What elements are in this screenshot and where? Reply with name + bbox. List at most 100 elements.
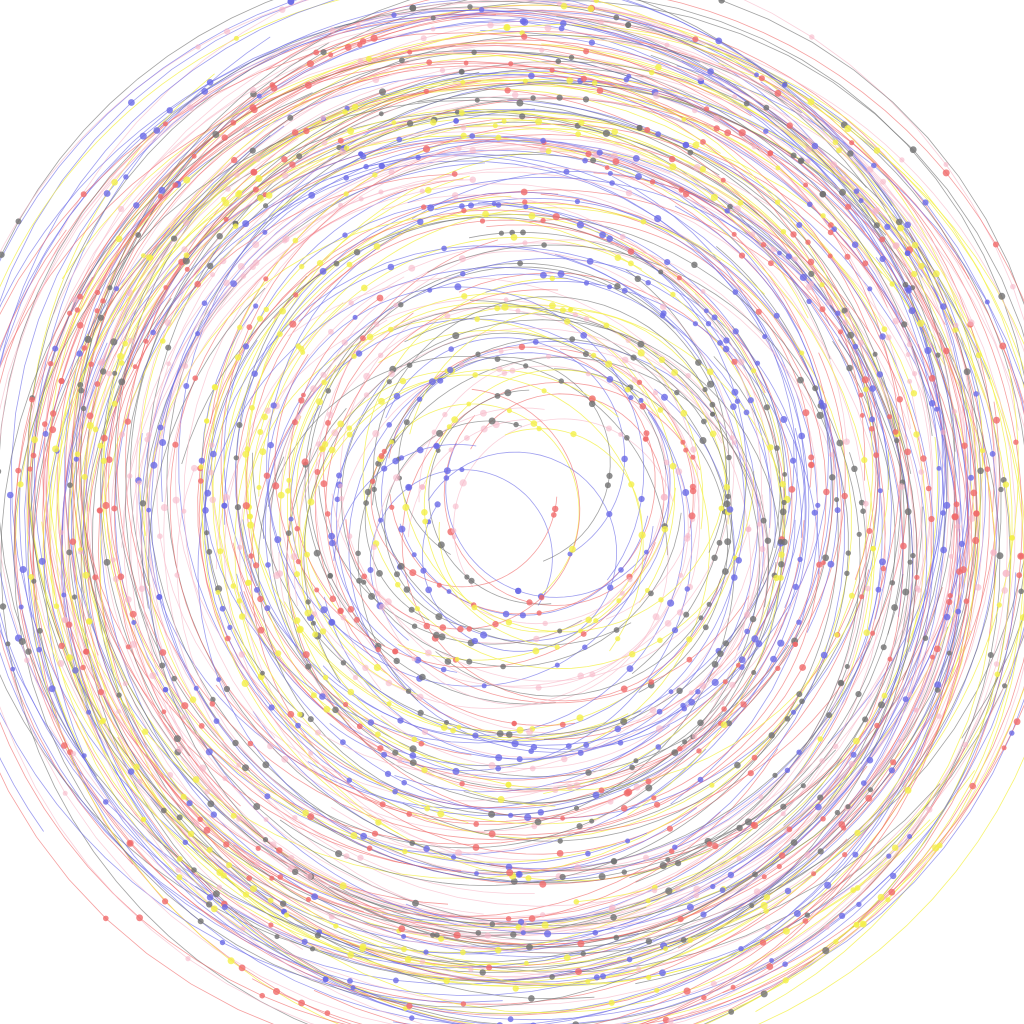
swirl-dot [346, 431, 353, 438]
swirl-dot [411, 736, 418, 743]
swirl-dot [143, 338, 149, 344]
swirl-dot [808, 280, 815, 286]
swirl-dot [968, 474, 974, 481]
swirl-dot [320, 371, 327, 378]
swirl-dot [691, 733, 698, 739]
swirl-dot [402, 848, 408, 855]
swirl-dot [122, 681, 128, 687]
swirl-dot [791, 709, 796, 715]
swirl-dot [213, 718, 220, 724]
swirl-dot [160, 338, 166, 344]
swirl-dot [116, 709, 122, 714]
swirl-dot [539, 594, 545, 601]
swirl-dot [232, 223, 239, 229]
swirl-dot [192, 375, 198, 382]
swirl-dot [495, 202, 502, 208]
swirl-dot [510, 878, 518, 885]
swirl-dot [709, 782, 715, 788]
swirl-dot [520, 930, 526, 936]
swirl-dot [963, 368, 971, 376]
swirl-dot [621, 287, 628, 294]
swirl-dot [736, 824, 743, 832]
swirl-dot [388, 169, 395, 176]
swirl-dot [955, 608, 962, 615]
swirl-dot [780, 416, 788, 423]
swirl-dot [216, 884, 223, 890]
swirl-dot [74, 307, 81, 313]
swirl-dot [419, 188, 425, 194]
swirl-dot [689, 483, 697, 490]
swirl-dot [612, 158, 620, 166]
swirl-strand [274, 353, 656, 669]
swirl-dot [906, 691, 913, 698]
swirl-dot [463, 60, 469, 66]
swirl-dot [552, 786, 559, 793]
swirl-dot [766, 963, 774, 970]
swirl-dot [480, 425, 488, 433]
swirl-dot [347, 606, 355, 613]
swirl-dot [585, 850, 591, 857]
swirl-dot [713, 125, 720, 132]
swirl-dot [904, 250, 911, 256]
swirl-dot [869, 416, 876, 423]
swirl-dot [637, 340, 645, 348]
swirl-dot [333, 260, 340, 267]
swirl-dot [625, 189, 633, 197]
swirl-dot [338, 495, 345, 502]
swirl-dot [516, 99, 524, 107]
swirl-dot [843, 438, 850, 445]
swirl-dot [552, 213, 560, 221]
swirl-dot [792, 641, 798, 647]
swirl-dot [855, 691, 862, 698]
swirl-dot [534, 818, 542, 826]
swirl-dot [191, 464, 198, 472]
swirl-dot [423, 88, 429, 95]
swirl-dot [276, 570, 284, 577]
swirl-dot [374, 321, 380, 327]
swirl-dot [234, 504, 241, 511]
swirl-dot [53, 603, 60, 609]
swirl-dot [865, 794, 873, 802]
swirl-dot [819, 402, 827, 410]
swirl-dot [182, 839, 188, 845]
swirl-dot [103, 799, 109, 805]
swirl-dot [657, 637, 663, 644]
swirl-dot [511, 720, 517, 727]
swirl-dot [607, 284, 613, 290]
swirl-dot [953, 501, 960, 508]
swirl-dot [331, 429, 339, 437]
swirl-dot [100, 298, 106, 304]
swirl-dot [206, 79, 214, 86]
swirl-dot [166, 107, 173, 114]
swirl-dot [103, 190, 111, 197]
swirl-dot [958, 540, 966, 548]
swirl-strand [32, 30, 1024, 1024]
swirl-dot [688, 698, 696, 706]
swirl-dot [820, 651, 828, 659]
swirl-dot [658, 269, 664, 275]
swirl-dot [764, 85, 770, 91]
swirl-dot [257, 595, 264, 603]
swirl-dot [316, 398, 323, 406]
swirl-dot [763, 128, 769, 134]
swirl-dot [812, 385, 819, 392]
swirl-dot [563, 168, 570, 175]
swirl-dot [563, 954, 571, 962]
swirl-strand [278, 552, 578, 793]
swirl-dot [620, 718, 628, 726]
swirl-dot [86, 412, 94, 420]
swirl-dot [625, 22, 632, 28]
swirl-dot [494, 305, 501, 312]
swirl-dot [379, 603, 386, 611]
swirl-dot [606, 510, 613, 518]
swirl-dot [678, 572, 684, 578]
swirl-dot [264, 407, 271, 414]
swirl-dot [508, 812, 514, 818]
swirl-dot [575, 131, 582, 138]
swirl-dot [304, 609, 312, 617]
swirl-strand [445, 411, 671, 598]
swirl-dot [437, 810, 445, 818]
swirl-dot [804, 851, 811, 859]
swirl-dot [509, 229, 515, 236]
swirl-dot [825, 299, 833, 306]
